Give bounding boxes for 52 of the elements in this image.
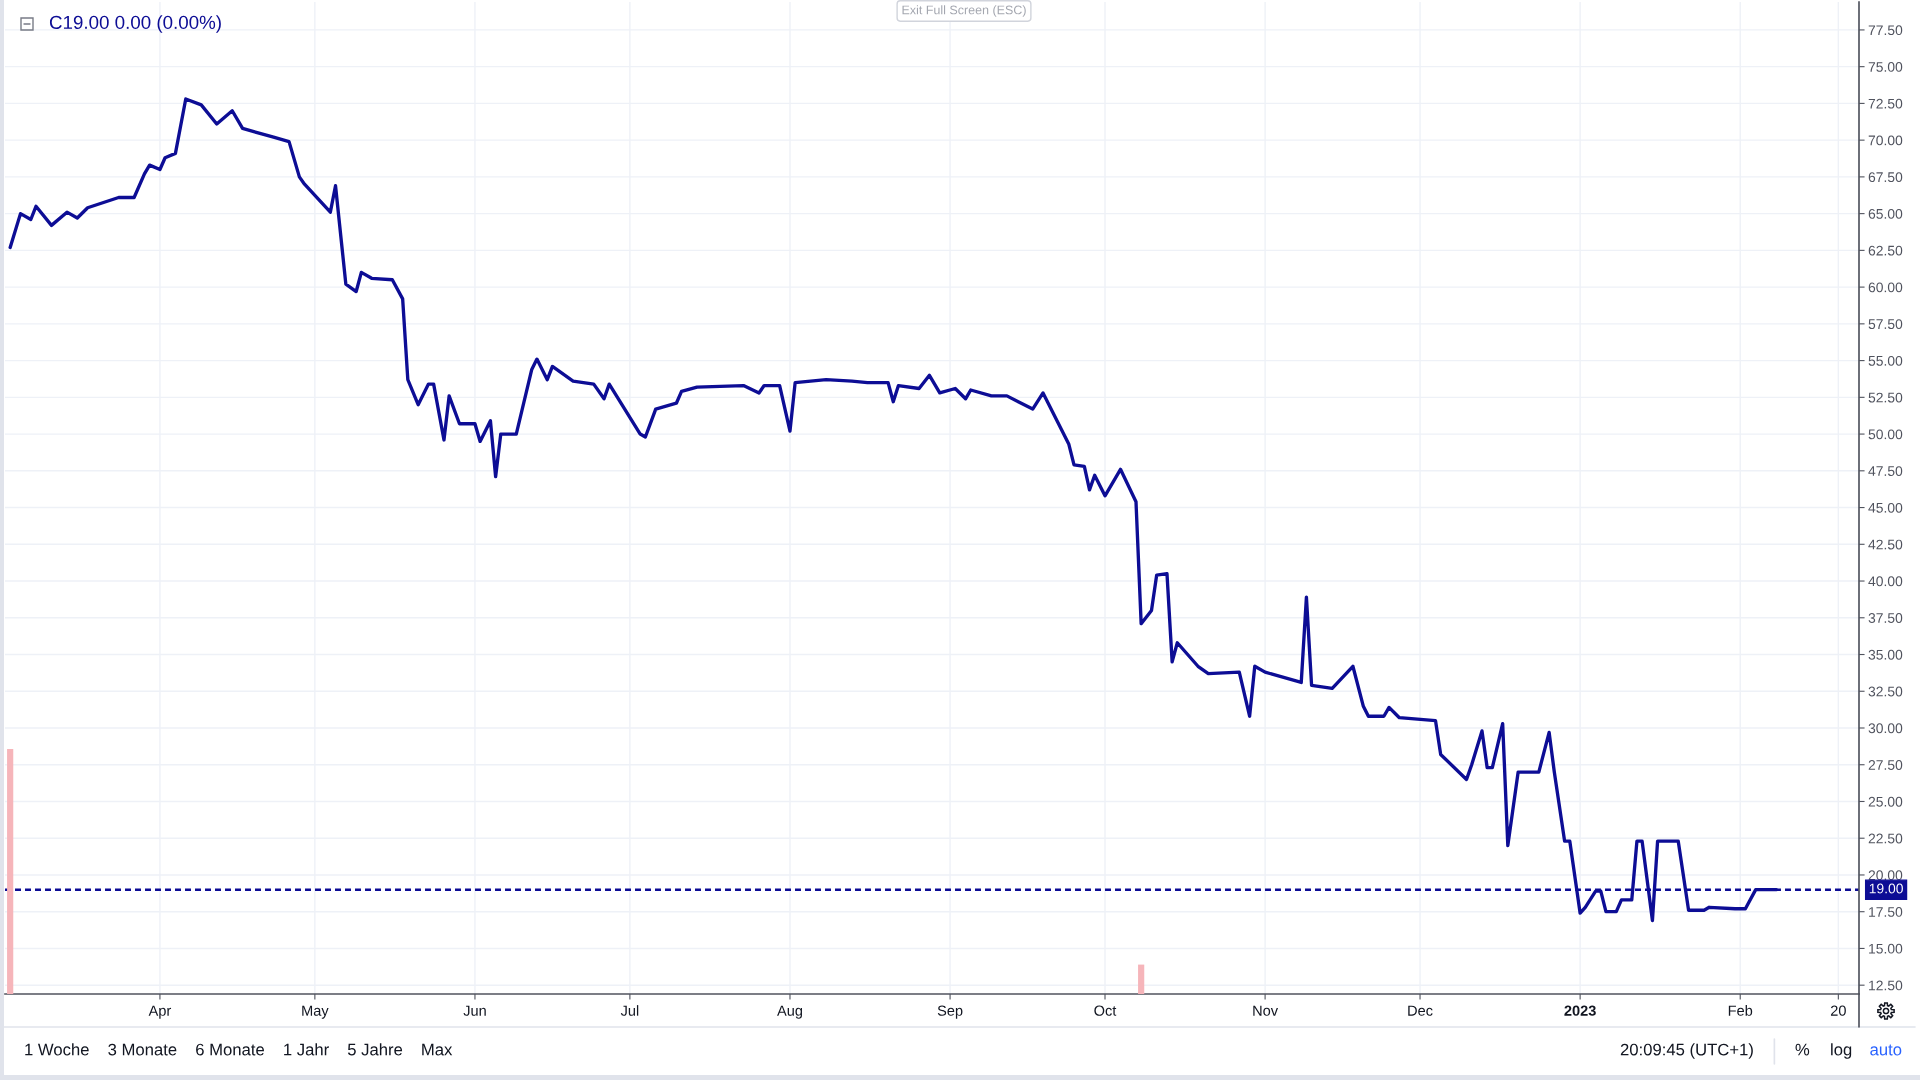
y-tick-label: 17.50 xyxy=(1869,907,1903,917)
ref-line-label: 19.00 xyxy=(1869,883,1903,894)
y-tick-label: 62.50 xyxy=(1868,245,1903,256)
y-tick-label: 52.50 xyxy=(1868,392,1903,403)
text: 1 Woche xyxy=(25,1043,89,1056)
text: 5 Jahre xyxy=(347,1043,403,1056)
x-tick-label: 2023 xyxy=(1564,1005,1596,1016)
text: 1 Jahr xyxy=(284,1043,329,1056)
y-tick-label: 50.00 xyxy=(1868,429,1903,440)
x-tick-label: Jul xyxy=(620,1005,639,1016)
y-tick-label: 67.50 xyxy=(1868,172,1903,183)
y-tick-label: 30.00 xyxy=(1868,723,1903,734)
y-tick-label: 65.00 xyxy=(1868,208,1903,219)
text: auto xyxy=(1870,1044,1902,1056)
y-tick-label: 47.50 xyxy=(1868,466,1903,476)
y-tick-label: 12.50 xyxy=(1869,980,1903,991)
y-tick-label: 27.50 xyxy=(1868,760,1903,770)
text: 20:09:45 (UTC+1) xyxy=(1620,1043,1753,1059)
y-tick-label: 35.00 xyxy=(1868,649,1903,660)
y-tick-label: 60.00 xyxy=(1868,282,1903,293)
y-tick-label: 22.50 xyxy=(1868,833,1903,844)
x-tick-label: Oct xyxy=(1094,1005,1117,1016)
y-tick-label: 37.50 xyxy=(1868,613,1903,623)
x-tick-label: May xyxy=(302,1005,329,1019)
text: log xyxy=(1831,1043,1852,1059)
x-tick-label: Apr xyxy=(148,1005,172,1019)
y-tick-label: 25.00 xyxy=(1868,796,1903,807)
y-tick-label: 15.00 xyxy=(1869,943,1903,954)
y-tick-label: 55.00 xyxy=(1868,355,1903,366)
annotation: Exit Full Screen (ESC) xyxy=(902,5,1026,17)
x-tick-label: 20 xyxy=(1830,1005,1846,1016)
y-tick-label: 57.50 xyxy=(1868,319,1903,330)
y-tick-label: 70.00 xyxy=(1868,135,1903,146)
y-tick-label: 20.00 xyxy=(1868,870,1903,881)
y-tick-label: 32.50 xyxy=(1868,686,1903,697)
y-tick-label: 77.50 xyxy=(1868,25,1903,36)
y-tick-label: 75.00 xyxy=(1868,62,1903,72)
x-tick-label: Feb xyxy=(1728,1005,1753,1016)
text: % xyxy=(1795,1043,1810,1056)
x-tick-label: Aug xyxy=(777,1005,803,1019)
x-tick-label: Jun xyxy=(463,1005,486,1016)
y-tick-label: 42.50 xyxy=(1868,539,1903,550)
x-tick-label: Nov xyxy=(1253,1005,1279,1016)
text: C19.00 0.00 (0.00%) xyxy=(49,15,221,33)
x-tick-label: Sep xyxy=(937,1005,963,1019)
text: Max xyxy=(422,1043,453,1056)
y-tick-label: 72.50 xyxy=(1868,98,1903,109)
x-tick-label: Dec xyxy=(1408,1005,1433,1016)
y-tick-label: 45.00 xyxy=(1868,502,1903,513)
text: 3 Monate xyxy=(108,1043,177,1056)
y-tick-label: 40.00 xyxy=(1868,576,1903,587)
text: 6 Monate xyxy=(196,1043,264,1056)
